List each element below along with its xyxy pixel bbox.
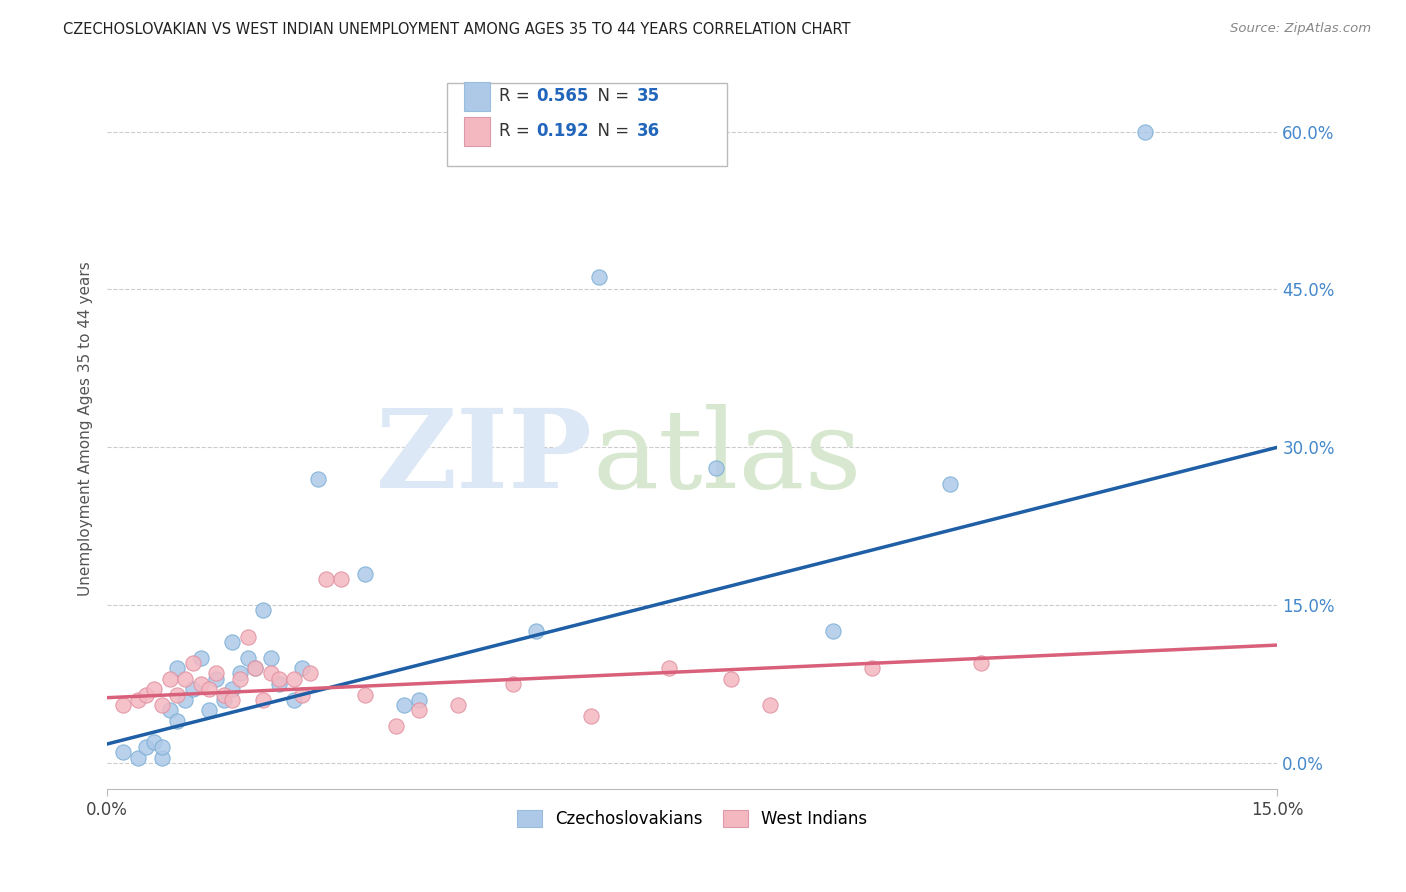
- Text: R =: R =: [499, 87, 536, 105]
- Point: [159, 703, 181, 717]
- Point: [1133, 125, 1156, 139]
- Point: [392, 698, 415, 712]
- Point: [166, 661, 188, 675]
- Point: [245, 661, 267, 675]
- Point: [260, 666, 283, 681]
- Point: [150, 740, 173, 755]
- Text: atlas: atlas: [593, 404, 862, 511]
- Point: [353, 688, 375, 702]
- Point: [143, 682, 166, 697]
- Point: [229, 672, 252, 686]
- Point: [236, 650, 259, 665]
- Point: [221, 693, 243, 707]
- Point: [252, 693, 274, 707]
- Point: [385, 719, 408, 733]
- Text: N =: N =: [586, 87, 634, 105]
- Point: [197, 703, 219, 717]
- Point: [267, 677, 290, 691]
- Text: R =: R =: [499, 122, 536, 140]
- Point: [197, 682, 219, 697]
- Point: [720, 672, 742, 686]
- Point: [166, 714, 188, 728]
- Point: [291, 688, 314, 702]
- Point: [260, 650, 283, 665]
- Point: [283, 672, 305, 686]
- Point: [205, 666, 228, 681]
- Point: [135, 688, 157, 702]
- FancyBboxPatch shape: [447, 83, 727, 166]
- Point: [150, 698, 173, 712]
- Point: [267, 672, 290, 686]
- Legend: Czechoslovakians, West Indians: Czechoslovakians, West Indians: [510, 804, 875, 835]
- Point: [236, 630, 259, 644]
- Point: [970, 656, 993, 670]
- Text: Source: ZipAtlas.com: Source: ZipAtlas.com: [1230, 22, 1371, 36]
- Point: [658, 661, 681, 675]
- Point: [759, 698, 782, 712]
- Point: [408, 703, 430, 717]
- Point: [166, 688, 188, 702]
- Point: [307, 472, 329, 486]
- Point: [205, 672, 228, 686]
- Point: [143, 735, 166, 749]
- Text: 0.192: 0.192: [537, 122, 589, 140]
- Point: [447, 698, 470, 712]
- Point: [190, 677, 212, 691]
- Point: [245, 661, 267, 675]
- Text: 36: 36: [637, 122, 661, 140]
- Point: [181, 656, 204, 670]
- Text: CZECHOSLOVAKIAN VS WEST INDIAN UNEMPLOYMENT AMONG AGES 35 TO 44 YEARS CORRELATIO: CZECHOSLOVAKIAN VS WEST INDIAN UNEMPLOYM…: [63, 22, 851, 37]
- Text: N =: N =: [586, 122, 634, 140]
- Point: [408, 693, 430, 707]
- Point: [283, 693, 305, 707]
- Point: [502, 677, 524, 691]
- Point: [221, 635, 243, 649]
- Point: [174, 672, 197, 686]
- Point: [330, 572, 353, 586]
- Point: [229, 666, 252, 681]
- FancyBboxPatch shape: [464, 82, 489, 111]
- Point: [174, 693, 197, 707]
- Text: ZIP: ZIP: [375, 404, 593, 511]
- Point: [221, 682, 243, 697]
- Point: [252, 603, 274, 617]
- Point: [181, 682, 204, 697]
- Point: [111, 745, 134, 759]
- Point: [111, 698, 134, 712]
- Point: [212, 693, 235, 707]
- Point: [135, 740, 157, 755]
- Point: [353, 566, 375, 581]
- Point: [860, 661, 883, 675]
- Point: [821, 624, 844, 639]
- Point: [127, 693, 149, 707]
- Point: [127, 750, 149, 764]
- Point: [190, 650, 212, 665]
- Point: [588, 269, 610, 284]
- Text: 0.565: 0.565: [537, 87, 589, 105]
- Text: 35: 35: [637, 87, 661, 105]
- Y-axis label: Unemployment Among Ages 35 to 44 years: Unemployment Among Ages 35 to 44 years: [79, 261, 93, 596]
- Point: [150, 750, 173, 764]
- Point: [938, 477, 960, 491]
- Point: [315, 572, 337, 586]
- FancyBboxPatch shape: [464, 117, 489, 145]
- Point: [579, 708, 602, 723]
- Point: [524, 624, 547, 639]
- Point: [704, 461, 727, 475]
- Point: [159, 672, 181, 686]
- Point: [298, 666, 321, 681]
- Point: [291, 661, 314, 675]
- Point: [212, 688, 235, 702]
